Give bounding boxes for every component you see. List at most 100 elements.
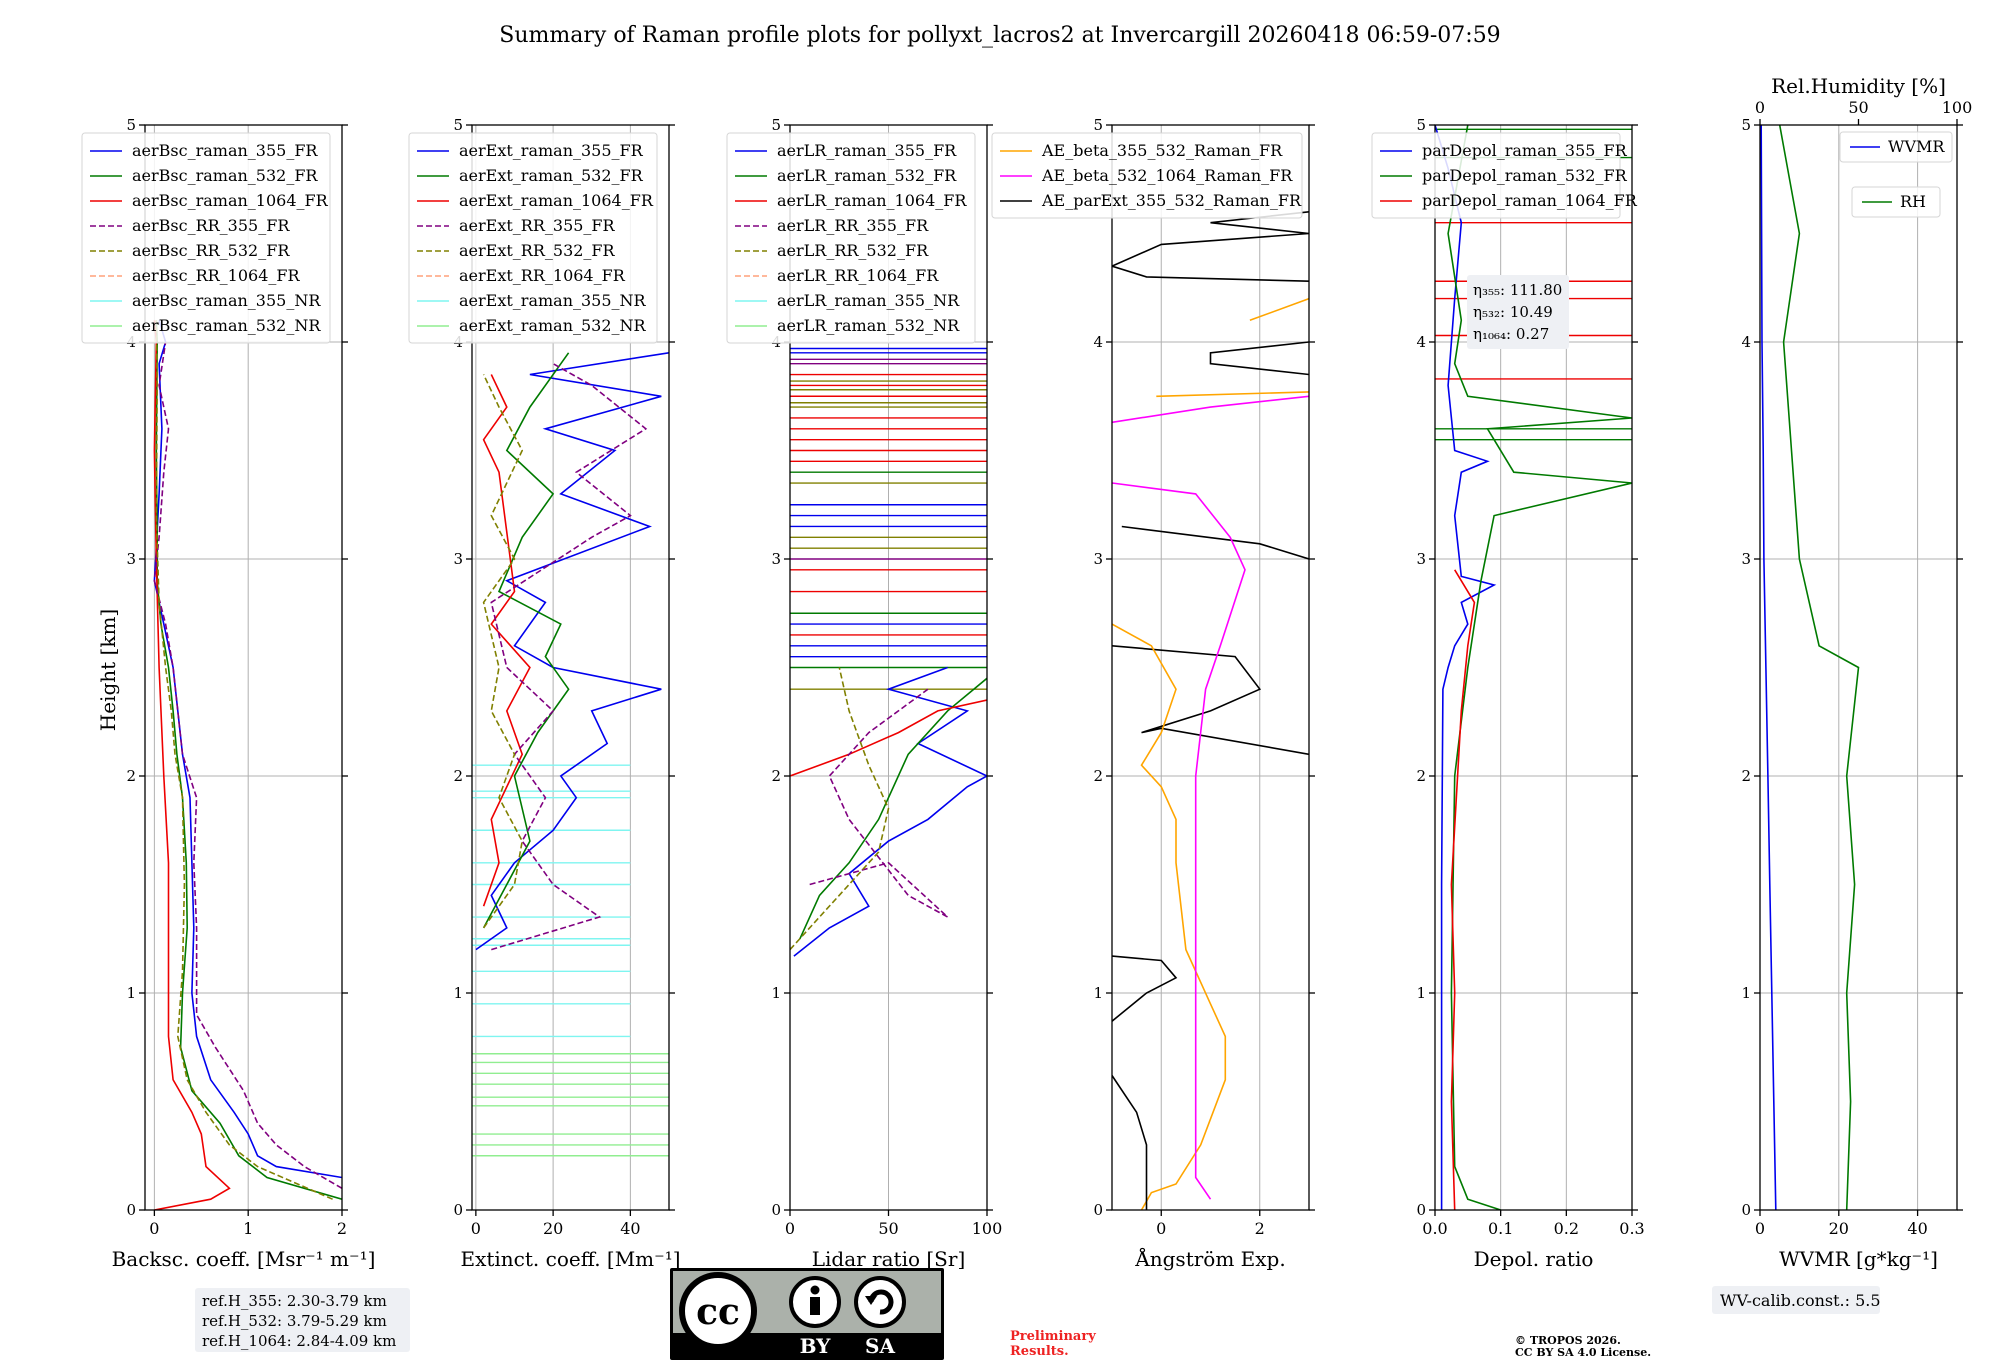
y-tick-label: 2 — [1093, 767, 1103, 785]
y-tick-label: 4 — [1093, 333, 1103, 351]
profile-segment-black — [1112, 645, 1309, 756]
x-axis-label: Extinct. coeff. [Mm⁻¹] — [460, 1247, 680, 1271]
plot-area — [153, 320, 342, 1210]
series-parDepol_raman_1064_FR — [1450, 569, 1476, 1210]
top-x-tick-label: 100 — [1942, 98, 1973, 117]
legend-label-aerBsc_raman_532_NR: aerBsc_raman_532_NR — [132, 316, 321, 335]
legend-label-aerExt_raman_355_FR: aerExt_raman_355_FR — [459, 141, 644, 160]
legend-box — [408, 132, 658, 344]
series-aerBsc_RR_355_FR — [153, 341, 342, 1189]
y-tick-label: 1 — [453, 984, 463, 1002]
y-tick-label: 2 — [126, 767, 136, 785]
legend-label-aerLR_RR_532_FR: aerLR_RR_532_FR — [777, 241, 929, 260]
x-tick-label: 0 — [1755, 1219, 1765, 1238]
legend-label-aerBsc_raman_532_FR: aerBsc_raman_532_FR — [132, 166, 318, 185]
y-tick-label: 2 — [1416, 767, 1426, 785]
ref-height-355: ref.H_355: 2.30-3.79 km — [202, 1292, 387, 1310]
legend-label-aerBsc_raman_1064_FR: aerBsc_raman_1064_FR — [132, 191, 329, 210]
series-aerExt_RR_355_FR — [490, 363, 648, 951]
legend-box — [991, 132, 1303, 219]
top-x-axis-label: Rel.Humidity [%] — [1771, 74, 1946, 98]
x-tick-label: 20 — [543, 1219, 563, 1238]
y-tick-label: 1 — [1093, 984, 1103, 1002]
share-alike-icon — [854, 1276, 906, 1328]
y-tick-label: 0 — [1741, 1201, 1751, 1219]
profile-segment-orange — [1156, 391, 1309, 398]
y-tick-label: 0 — [126, 1201, 136, 1219]
series-aerLR_raman_532_FR — [799, 677, 987, 940]
y-tick-label: 1 — [126, 984, 136, 1002]
eta-box — [1467, 275, 1569, 349]
legend-label-aerBsc_RR_532_FR: aerBsc_RR_532_FR — [132, 241, 290, 260]
x-tick-label: 40 — [620, 1219, 640, 1238]
legend-label-aerBsc_RR_355_FR: aerBsc_RR_355_FR — [132, 216, 290, 235]
x-tick-label: 1 — [243, 1219, 253, 1238]
legend-label-aerExt_raman_1064_FR: aerExt_raman_1064_FR — [459, 191, 654, 210]
panel-backscatter: 012345012Backsc. coeff. [Msr⁻¹ m⁻¹]aerBs… — [81, 116, 376, 1271]
cc-license-badge: cc BY SA — [670, 1268, 944, 1360]
y-tick-label: 4 — [1741, 333, 1751, 351]
panel-angstrom: 0 1 2 3 4 5 0 2 Ångström Exp. AE_beta_355_532_Ram… — [991, 116, 1315, 1271]
series-AE_parExt_355_532_Raman_FR — [1112, 1075, 1148, 1210]
legend-label-parDepol_raman_1064_FR: parDepol_raman_1064_FR — [1422, 191, 1638, 210]
y-tick-label: 5 — [453, 116, 463, 134]
series-aerLR_raman_1064_FR — [790, 699, 987, 777]
x-tick-label: 0.0 — [1422, 1219, 1447, 1238]
y-tick-label: 3 — [1093, 550, 1103, 568]
x-axis-label: Backsc. coeff. [Msr⁻¹ m⁻¹] — [112, 1247, 376, 1271]
x-tick-label: 0 — [149, 1219, 159, 1238]
series-RH — [1778, 125, 1860, 1210]
axes-frame — [471, 124, 670, 1211]
panel-depolarization: 0 1 2 3 4 5 0.0 0.1 0.2 0.3 Depol. ratio parDepol_r… — [1371, 116, 1645, 1271]
series-aerExt_RR_532_FR — [482, 374, 524, 929]
preliminary-note-line1: Preliminary — [1010, 1329, 1096, 1344]
legend-box — [1371, 132, 1621, 219]
profile-segment-magenta — [1112, 395, 1309, 424]
series-parDepol_raman_532_FR — [1447, 125, 1632, 1210]
y-tick-label: 2 — [771, 767, 781, 785]
y-tick-label: 1 — [1416, 984, 1426, 1002]
profile-segment-orange — [1249, 297, 1309, 322]
y-tick-label: 0 — [771, 1201, 781, 1219]
y-tick-label: 5 — [1093, 116, 1103, 134]
y-tick-label: 4 — [1416, 333, 1426, 351]
panel-extinction: 01234502040Extinct. coeff. [Mm⁻¹]aerExt_… — [408, 116, 681, 1271]
y-tick-label: 5 — [126, 116, 136, 134]
cc-logo-icon — [679, 1272, 757, 1350]
x-tick-label: 2 — [1255, 1219, 1265, 1238]
legend-label-aerExt_raman_532_FR: aerExt_raman_532_FR — [459, 166, 644, 185]
series-WVMR — [1760, 125, 1777, 1210]
series-aerExt_raman_1064_FR — [482, 374, 531, 907]
series-AE_beta_355_532_Raman_FR — [1112, 623, 1227, 1210]
plot-area — [472, 352, 669, 1157]
eta-label-eta355: η₃₅₅: 111.80 — [1473, 281, 1562, 299]
legend-label-aerBsc_raman_355_FR: aerBsc_raman_355_FR — [132, 141, 318, 160]
x-tick-label: 0 — [785, 1219, 795, 1238]
x-axis-label: Ångström Exp. — [1134, 1246, 1285, 1271]
series-aerLR_RR_532_FR — [790, 667, 890, 951]
y-tick-label: 0 — [1416, 1201, 1426, 1219]
y-tick-label: 3 — [453, 550, 463, 568]
x-tick-label: 50 — [878, 1219, 898, 1238]
eta-label-eta532: η₅₃₂: 10.49 — [1473, 303, 1553, 321]
copyright-line1: © TROPOS 2026. — [1515, 1334, 1621, 1347]
y-axis-label: Height [km] — [96, 609, 120, 731]
legend-box — [81, 132, 331, 344]
x-tick-label: 0 — [1156, 1219, 1166, 1238]
legend-label-aerExt_RR_355_FR: aerExt_RR_355_FR — [459, 216, 616, 235]
legend-box — [1851, 186, 1941, 218]
x-axis-label: Depol. ratio — [1474, 1247, 1594, 1271]
legend-label-RH: RH — [1900, 192, 1926, 211]
x-tick-label: 20 — [1829, 1219, 1849, 1238]
figure-title: Summary of Raman profile plots for polly… — [499, 23, 1500, 48]
wv-calibration-box: WV-calib.const.: 5.5 — [1712, 1286, 1881, 1314]
legend-label-parDepol_raman_532_FR: parDepol_raman_532_FR — [1422, 166, 1628, 185]
axes-frame — [1434, 124, 1633, 1211]
legend-label-aerLR_RR_1064_FR: aerLR_RR_1064_FR — [777, 266, 939, 285]
legend-box — [726, 132, 976, 344]
legend-label-aerBsc_RR_1064_FR: aerBsc_RR_1064_FR — [132, 266, 301, 285]
legend-label-aerLR_RR_355_FR: aerLR_RR_355_FR — [777, 216, 929, 235]
legend-label-parDepol_raman_355_FR: parDepol_raman_355_FR — [1422, 141, 1628, 160]
